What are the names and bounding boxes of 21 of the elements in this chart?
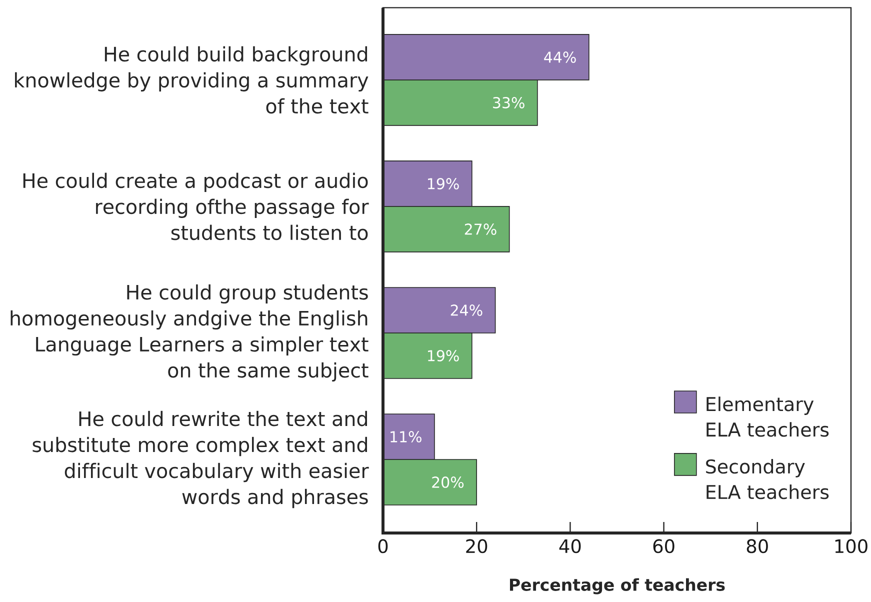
x-tick-label: 80 [746,539,768,554]
x-tick-label: 40 [559,539,581,554]
x-tick-label: 100 [835,539,868,554]
legend-label: Elementary ELA teachers [706,396,829,437]
x-tick-label: 0 [378,539,388,554]
x-tick-label: 60 [653,539,674,554]
data-label: 33% [493,97,524,108]
data-label: 24% [450,304,482,316]
y-tick-label: He could group students homogeneously andgive the English Language Learners a simpler text on the same subject [10,284,368,382]
data-label: 19% [428,178,459,190]
data-label: 19% [428,350,459,362]
data-label: 44% [544,52,576,63]
data-label: 11% [390,431,422,442]
x-axis-title: Percentage of teachers [510,578,725,594]
y-tick-label: He could rewrite the text and substitute more complex text and difficult vocabulary with easier words and phrases [32,410,369,508]
data-label: 27% [464,224,496,235]
legend-label: Secondary ELA teachers [706,458,829,500]
y-tick-label: He could build background knowledge by providing a summary of the text [15,46,368,114]
data-label: 20% [432,476,464,488]
x-tick-label: 20 [466,539,488,554]
y-tick-label: He could create a podcast or audio recording ofthe passage for students to listen to [23,172,369,240]
